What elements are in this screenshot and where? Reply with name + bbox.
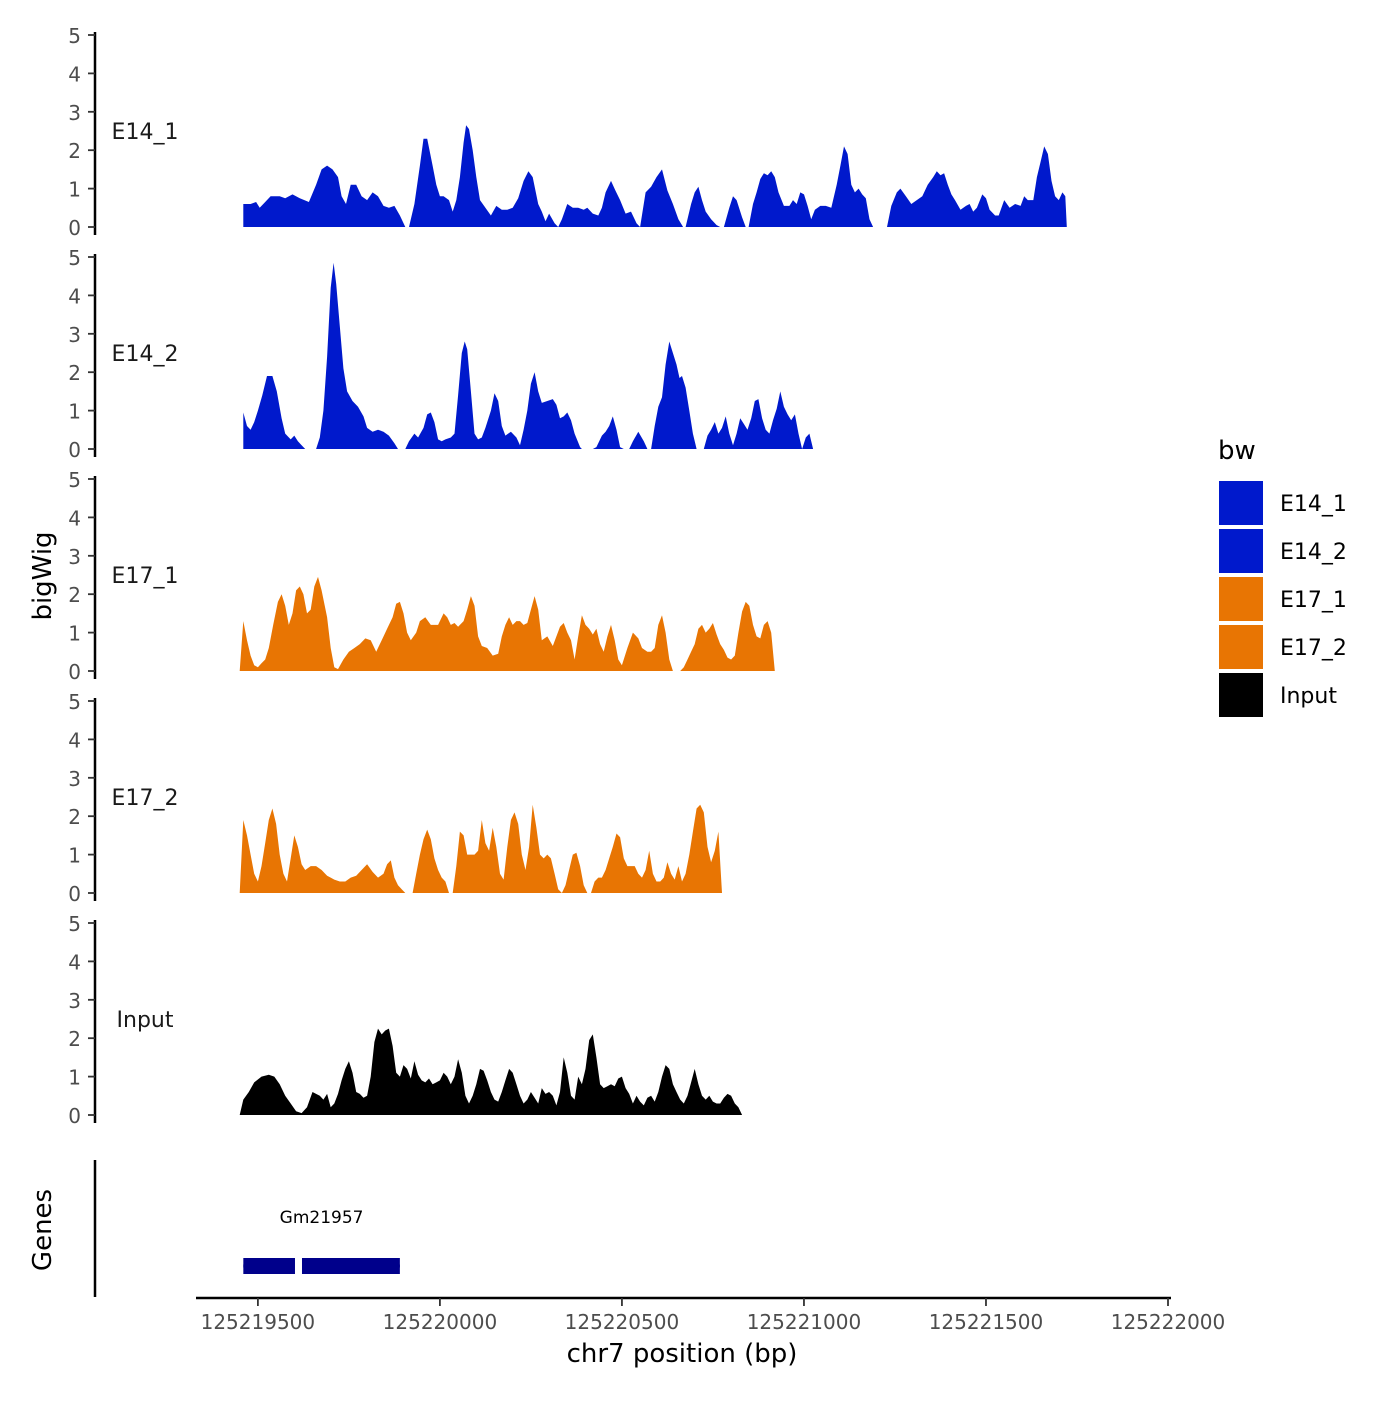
x-tick-label: 125222000	[1111, 1310, 1226, 1334]
y-tick-label: 4	[68, 506, 81, 530]
track-area-E14_2	[243, 262, 814, 449]
gene-Gm21957: Gm21957	[243, 1208, 400, 1274]
legend-swatch	[1219, 577, 1263, 621]
y-tick-label: 1	[68, 178, 81, 202]
legend-swatch	[1219, 625, 1263, 669]
y-tick-label: 1	[68, 1066, 81, 1090]
x-tick-label: 125220000	[383, 1310, 498, 1334]
y-tick-label: 3	[68, 545, 81, 569]
y-tick-label: 2	[68, 583, 81, 607]
legend-swatch	[1219, 673, 1263, 717]
track-area-Input	[239, 1028, 743, 1115]
y-tick-label: 3	[68, 989, 81, 1013]
track-label: E14_2	[112, 342, 179, 367]
track-area-E17_2	[239, 804, 722, 893]
y-tick-label: 3	[68, 323, 81, 347]
y-tick-label: 0	[68, 660, 81, 684]
axis-titles: chr7 position (bp) bigWig Genes	[28, 531, 797, 1369]
y-axis-title: bigWig	[28, 531, 58, 620]
legend-entry-E17_1: E17_1	[1219, 577, 1347, 621]
y-tick-label: 1	[68, 622, 81, 646]
y-tick-label: 4	[68, 728, 81, 752]
gene-label: Gm21957	[280, 1208, 364, 1228]
track-E17_1: 0 1 2 3 4 5 E17_1	[68, 468, 775, 684]
track-label: E17_1	[112, 564, 179, 589]
legend-label: Input	[1280, 684, 1337, 709]
track-area-E17_1	[239, 576, 775, 671]
track-label: Input	[117, 1008, 174, 1033]
x-axis-title: chr7 position (bp)	[567, 1339, 798, 1369]
legend-title: bw	[1218, 436, 1256, 466]
y-tick-label: 2	[68, 361, 81, 385]
track-label: E17_2	[112, 786, 179, 811]
y-tick-label: 0	[68, 216, 81, 240]
genes-axis-title: Genes	[28, 1189, 58, 1271]
track-Input: 0 1 2 3 4 5 Input	[68, 912, 743, 1128]
legend: bw E14_1 E14_2 E17_1 E17_2 Input	[1218, 436, 1347, 717]
y-tick-label: 1	[68, 844, 81, 868]
y-tick-label: 4	[68, 950, 81, 974]
legend-swatch	[1219, 481, 1263, 525]
y-tick-label: 3	[68, 101, 81, 125]
y-tick-label: 5	[68, 246, 81, 270]
legend-entry-Input: Input	[1219, 673, 1337, 717]
gene-intron-gap	[294, 1258, 302, 1274]
tracks-layer: 0 1 2 3 4 5 E14_1 0 1 2 3 4 5 E14_2 0 1 2 3 4 5 E17_1 0 1 2 3 4 5 E…	[68, 24, 1067, 1128]
y-tick-label: 5	[68, 24, 81, 48]
legend-swatch	[1219, 529, 1263, 573]
y-tick-label: 0	[68, 1104, 81, 1128]
y-tick-label: 3	[68, 767, 81, 791]
y-tick-label: 2	[68, 1027, 81, 1051]
track-label: E14_1	[112, 120, 179, 145]
track-E17_2: 0 1 2 3 4 5 E17_2	[68, 690, 722, 906]
x-axis: 125219500 125220000 125220500 125221000 1252…	[196, 1296, 1226, 1334]
legend-label: E17_2	[1280, 636, 1347, 661]
legend-entry-E14_2: E14_2	[1219, 529, 1347, 573]
track-E14_1: 0 1 2 3 4 5 E14_1	[68, 24, 1067, 240]
y-tick-label: 4	[68, 284, 81, 308]
y-tick-label: 0	[68, 882, 81, 906]
track-E14_2: 0 1 2 3 4 5 E14_2	[68, 246, 814, 462]
legend-entry-E17_2: E17_2	[1219, 625, 1347, 669]
y-tick-label: 4	[68, 62, 81, 86]
x-tick-label: 125221500	[929, 1310, 1044, 1334]
y-tick-label: 5	[68, 468, 81, 492]
legend-label: E14_2	[1280, 540, 1347, 565]
track-area-E14_1	[243, 125, 1067, 227]
legend-entry-E14_1: E14_1	[1219, 481, 1347, 525]
x-tick-label: 125219500	[201, 1310, 316, 1334]
y-tick-label: 5	[68, 690, 81, 714]
y-tick-label: 0	[68, 438, 81, 462]
x-tick-label: 125220500	[565, 1310, 680, 1334]
x-tick-label: 125221000	[747, 1310, 862, 1334]
y-tick-label: 2	[68, 139, 81, 163]
y-tick-label: 2	[68, 805, 81, 829]
legend-label: E17_1	[1280, 588, 1347, 613]
y-tick-label: 1	[68, 400, 81, 424]
genes-layer: Gm21957	[93, 1160, 400, 1297]
legend-label: E14_1	[1280, 492, 1347, 517]
y-tick-label: 5	[68, 912, 81, 936]
